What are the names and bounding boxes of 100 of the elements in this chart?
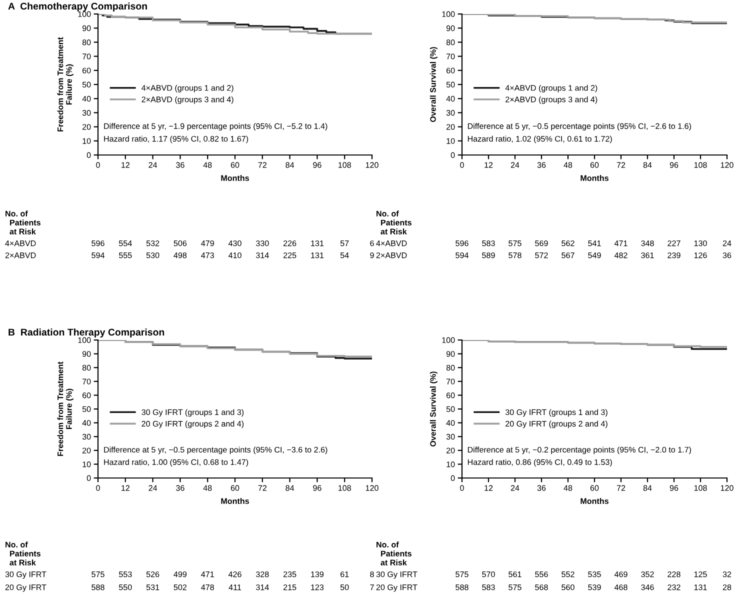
x-tick-label: 36 <box>176 485 184 491</box>
x-axis-title: Months <box>221 175 249 181</box>
annotation: Hazard ratio, 0.86 (95% CI, 0.49 to 1.53) <box>468 459 612 467</box>
legend-label: 30 Gy IFRT (groups 1 and 3) <box>142 409 244 417</box>
x-tick-label: 12 <box>122 485 130 491</box>
y-tick-label: 10 <box>82 138 91 144</box>
x-tick-label: 0 <box>96 162 100 168</box>
x-tick-label: 0 <box>460 162 464 168</box>
x-tick-label: 60 <box>590 162 599 168</box>
annotation: Difference at 5 yr, −0.5 percentage points (95% CI, −3.6 to 2.6) <box>104 446 328 454</box>
x-tick-label: 12 <box>122 162 130 168</box>
text: 588 550 531 502 478 411 314 215 123 50 7 <box>92 584 374 590</box>
x-tick-label: 84 <box>286 162 294 168</box>
y-tick-label: 60 <box>446 68 455 74</box>
x-tick-label: 24 <box>148 162 158 168</box>
x-axis-title: Months <box>580 175 608 181</box>
y-tick-label: 70 <box>446 378 455 384</box>
x-tick-label: 84 <box>643 485 652 491</box>
y-tick-label: 40 <box>446 420 455 426</box>
x-tick-label: 60 <box>590 485 599 491</box>
x-tick-label: 120 <box>366 485 378 491</box>
x-tick-label: 120 <box>720 485 734 491</box>
x-tick-label: 120 <box>366 162 378 168</box>
x-tick-label: 108 <box>694 162 707 168</box>
text: 2×ABVD <box>5 252 36 258</box>
x-tick-label: 84 <box>286 485 294 491</box>
x-tick-label: 48 <box>564 162 572 168</box>
text: 2×ABVD <box>376 252 407 258</box>
y-tick-label: 70 <box>446 54 455 60</box>
y-tick-label: 20 <box>82 124 91 130</box>
y-tick-label: 60 <box>82 392 91 398</box>
y-tick-label: 40 <box>82 96 91 102</box>
x-tick-label: 36 <box>537 485 546 491</box>
y-tick-label: 100 <box>442 11 455 17</box>
chart-title: A Chemotherapy Comparison <box>8 2 147 12</box>
y-axis-title: Freedom from Treatment Failure (%) <box>57 362 74 456</box>
text: No. of Patients at Risk <box>376 542 412 566</box>
x-tick-label: 0 <box>96 485 100 491</box>
y-tick-label: 10 <box>446 461 455 468</box>
x-tick-label: 48 <box>203 162 212 168</box>
text: 20 Gy IFRT <box>5 584 46 592</box>
y-tick-label: 100 <box>78 11 91 17</box>
annotation: Hazard ratio, 1.00 (95% CI, 0.68 to 1.47) <box>104 459 248 467</box>
y-tick-label: 90 <box>446 25 455 32</box>
x-tick-label: 36 <box>176 162 184 168</box>
x-axis-title: Months <box>580 498 608 504</box>
y-tick-label: 70 <box>82 378 91 384</box>
x-tick-label: 48 <box>203 485 212 491</box>
y-axis-title: Freedom from Treatment Failure (%) <box>57 37 74 132</box>
y-tick-label: 60 <box>446 392 455 398</box>
legend-label: 20 Gy IFRT (groups 2 and 4) <box>142 420 244 428</box>
x-tick-label: 72 <box>616 485 626 491</box>
y-tick-label: 20 <box>446 124 455 130</box>
x-tick-label: 72 <box>616 162 626 168</box>
x-tick-label: 108 <box>694 485 707 491</box>
legend-label: 20 Gy IFRT (groups 2 and 4) <box>506 420 608 428</box>
x-tick-label: 60 <box>230 162 240 168</box>
y-tick-label: 50 <box>82 406 91 412</box>
legend-label: 2×ABVD (groups 3 and 4) <box>506 96 598 104</box>
y-tick-label: 80 <box>82 39 91 46</box>
chart-title: B Radiation Therapy Comparison <box>8 328 164 338</box>
y-tick-label: 80 <box>446 39 455 46</box>
text: 588 583 575 568 560 539 468 346 232 131 28 <box>456 584 732 590</box>
y-tick-label: 30 <box>446 110 455 116</box>
annotation: Hazard ratio, 1.02 (95% CI, 0.61 to 1.72) <box>468 136 612 144</box>
y-tick-label: 0 <box>450 152 455 158</box>
y-axis-title: Overall Survival (%) <box>430 47 438 122</box>
x-tick-label: 96 <box>313 162 322 168</box>
x-tick-label: 120 <box>720 162 734 168</box>
text: 575 570 561 556 552 535 469 352 228 125 32 <box>456 571 732 578</box>
x-tick-label: 108 <box>338 485 351 491</box>
y-tick-label: 100 <box>442 337 455 343</box>
x-tick-label: 72 <box>258 162 266 168</box>
text: 596 554 532 506 479 430 330 226 131 57 6 <box>92 240 374 246</box>
y-tick-label: 80 <box>82 364 91 371</box>
x-tick-label: 60 <box>230 485 240 491</box>
x-tick-label: 96 <box>670 162 678 168</box>
y-tick-label: 50 <box>446 82 455 88</box>
x-tick-label: 72 <box>258 485 266 491</box>
legend-label: 30 Gy IFRT (groups 1 and 3) <box>505 409 608 417</box>
annotation: Difference at 5 yr, −0.5 percentage points (95% CI, −2.6 to 1.6) <box>468 123 692 131</box>
text: 596 583 575 569 562 541 471 348 227 130 24 <box>456 240 732 246</box>
x-tick-label: 24 <box>148 485 158 491</box>
x-tick-label: 24 <box>510 162 520 168</box>
y-tick-label: 90 <box>82 351 91 357</box>
x-tick-label: 96 <box>670 485 678 491</box>
x-tick-label: 36 <box>537 162 546 168</box>
y-tick-label: 0 <box>86 475 91 481</box>
x-tick-label: 24 <box>510 485 520 491</box>
legend-label: 2×ABVD (groups 3 and 4) <box>142 96 234 104</box>
annotation: Hazard ratio, 1.17 (95% CI, 0.82 to 1.67) <box>104 136 248 144</box>
x-tick-label: 0 <box>460 485 464 491</box>
y-tick-label: 20 <box>446 448 455 454</box>
y-tick-label: 30 <box>82 434 91 440</box>
x-tick-label: 84 <box>643 162 652 168</box>
x-axis-title: Months <box>221 498 249 504</box>
legend-label: 4×ABVD (groups 1 and 2) <box>505 84 598 92</box>
text: 30 Gy IFRT <box>376 571 418 579</box>
text: No. of Patients at Risk <box>6 210 40 234</box>
text: 594 555 530 498 473 410 314 225 131 54 9 <box>92 252 374 258</box>
